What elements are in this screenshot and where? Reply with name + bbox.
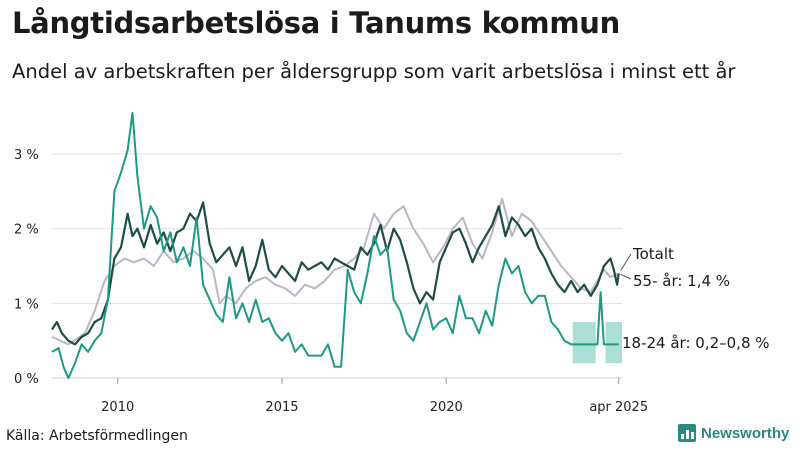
chart-title: Långtidsarbetslösa i Tanums kommun — [12, 6, 620, 40]
uncertainty-band-18-24 — [572, 322, 622, 364]
series-line-age55 — [51, 197, 620, 346]
y-tick-label: 2 % — [14, 223, 39, 238]
x-tick-label: 2015 — [265, 400, 298, 415]
series-lines — [51, 111, 620, 379]
series-line-age1824 — [51, 111, 619, 379]
y-tick-label: 3 % — [14, 148, 39, 163]
axis-ticks: 0 % 1 % 2 % 3 % 2010 2015 2020 apr 2025 — [14, 148, 648, 415]
newsworthy-logo: Newsworthy — [678, 424, 789, 442]
x-tick-label: apr 2025 — [589, 400, 648, 415]
series-labels: Totalt 55- år: 1,4 % 18-24 år: 0,2–0,8 % — [620, 245, 770, 352]
chart-subtitle: Andel av arbetskraften per åldersgrupp s… — [12, 60, 736, 83]
band-segment — [572, 322, 596, 364]
age55-label: 55- år: 1,4 % — [633, 272, 730, 290]
y-tick-label: 1 % — [14, 297, 39, 312]
brand-name: Newsworthy — [701, 424, 790, 442]
age1824-label: 18-24 år: 0,2–0,8 % — [622, 334, 770, 352]
source-note: Källa: Arbetsförmedlingen — [6, 428, 188, 444]
x-tick-label: 2020 — [430, 400, 463, 415]
series-line-totalt — [51, 201, 620, 346]
chart-bars-icon — [678, 424, 696, 442]
band-segment — [605, 322, 622, 364]
totalt-label: Totalt — [632, 245, 674, 263]
gridlines — [52, 153, 622, 379]
age55-leader-line — [620, 274, 632, 280]
y-tick-label: 0 % — [14, 372, 39, 387]
x-tick-label: 2010 — [101, 400, 134, 415]
totalt-leader-line — [620, 253, 632, 271]
